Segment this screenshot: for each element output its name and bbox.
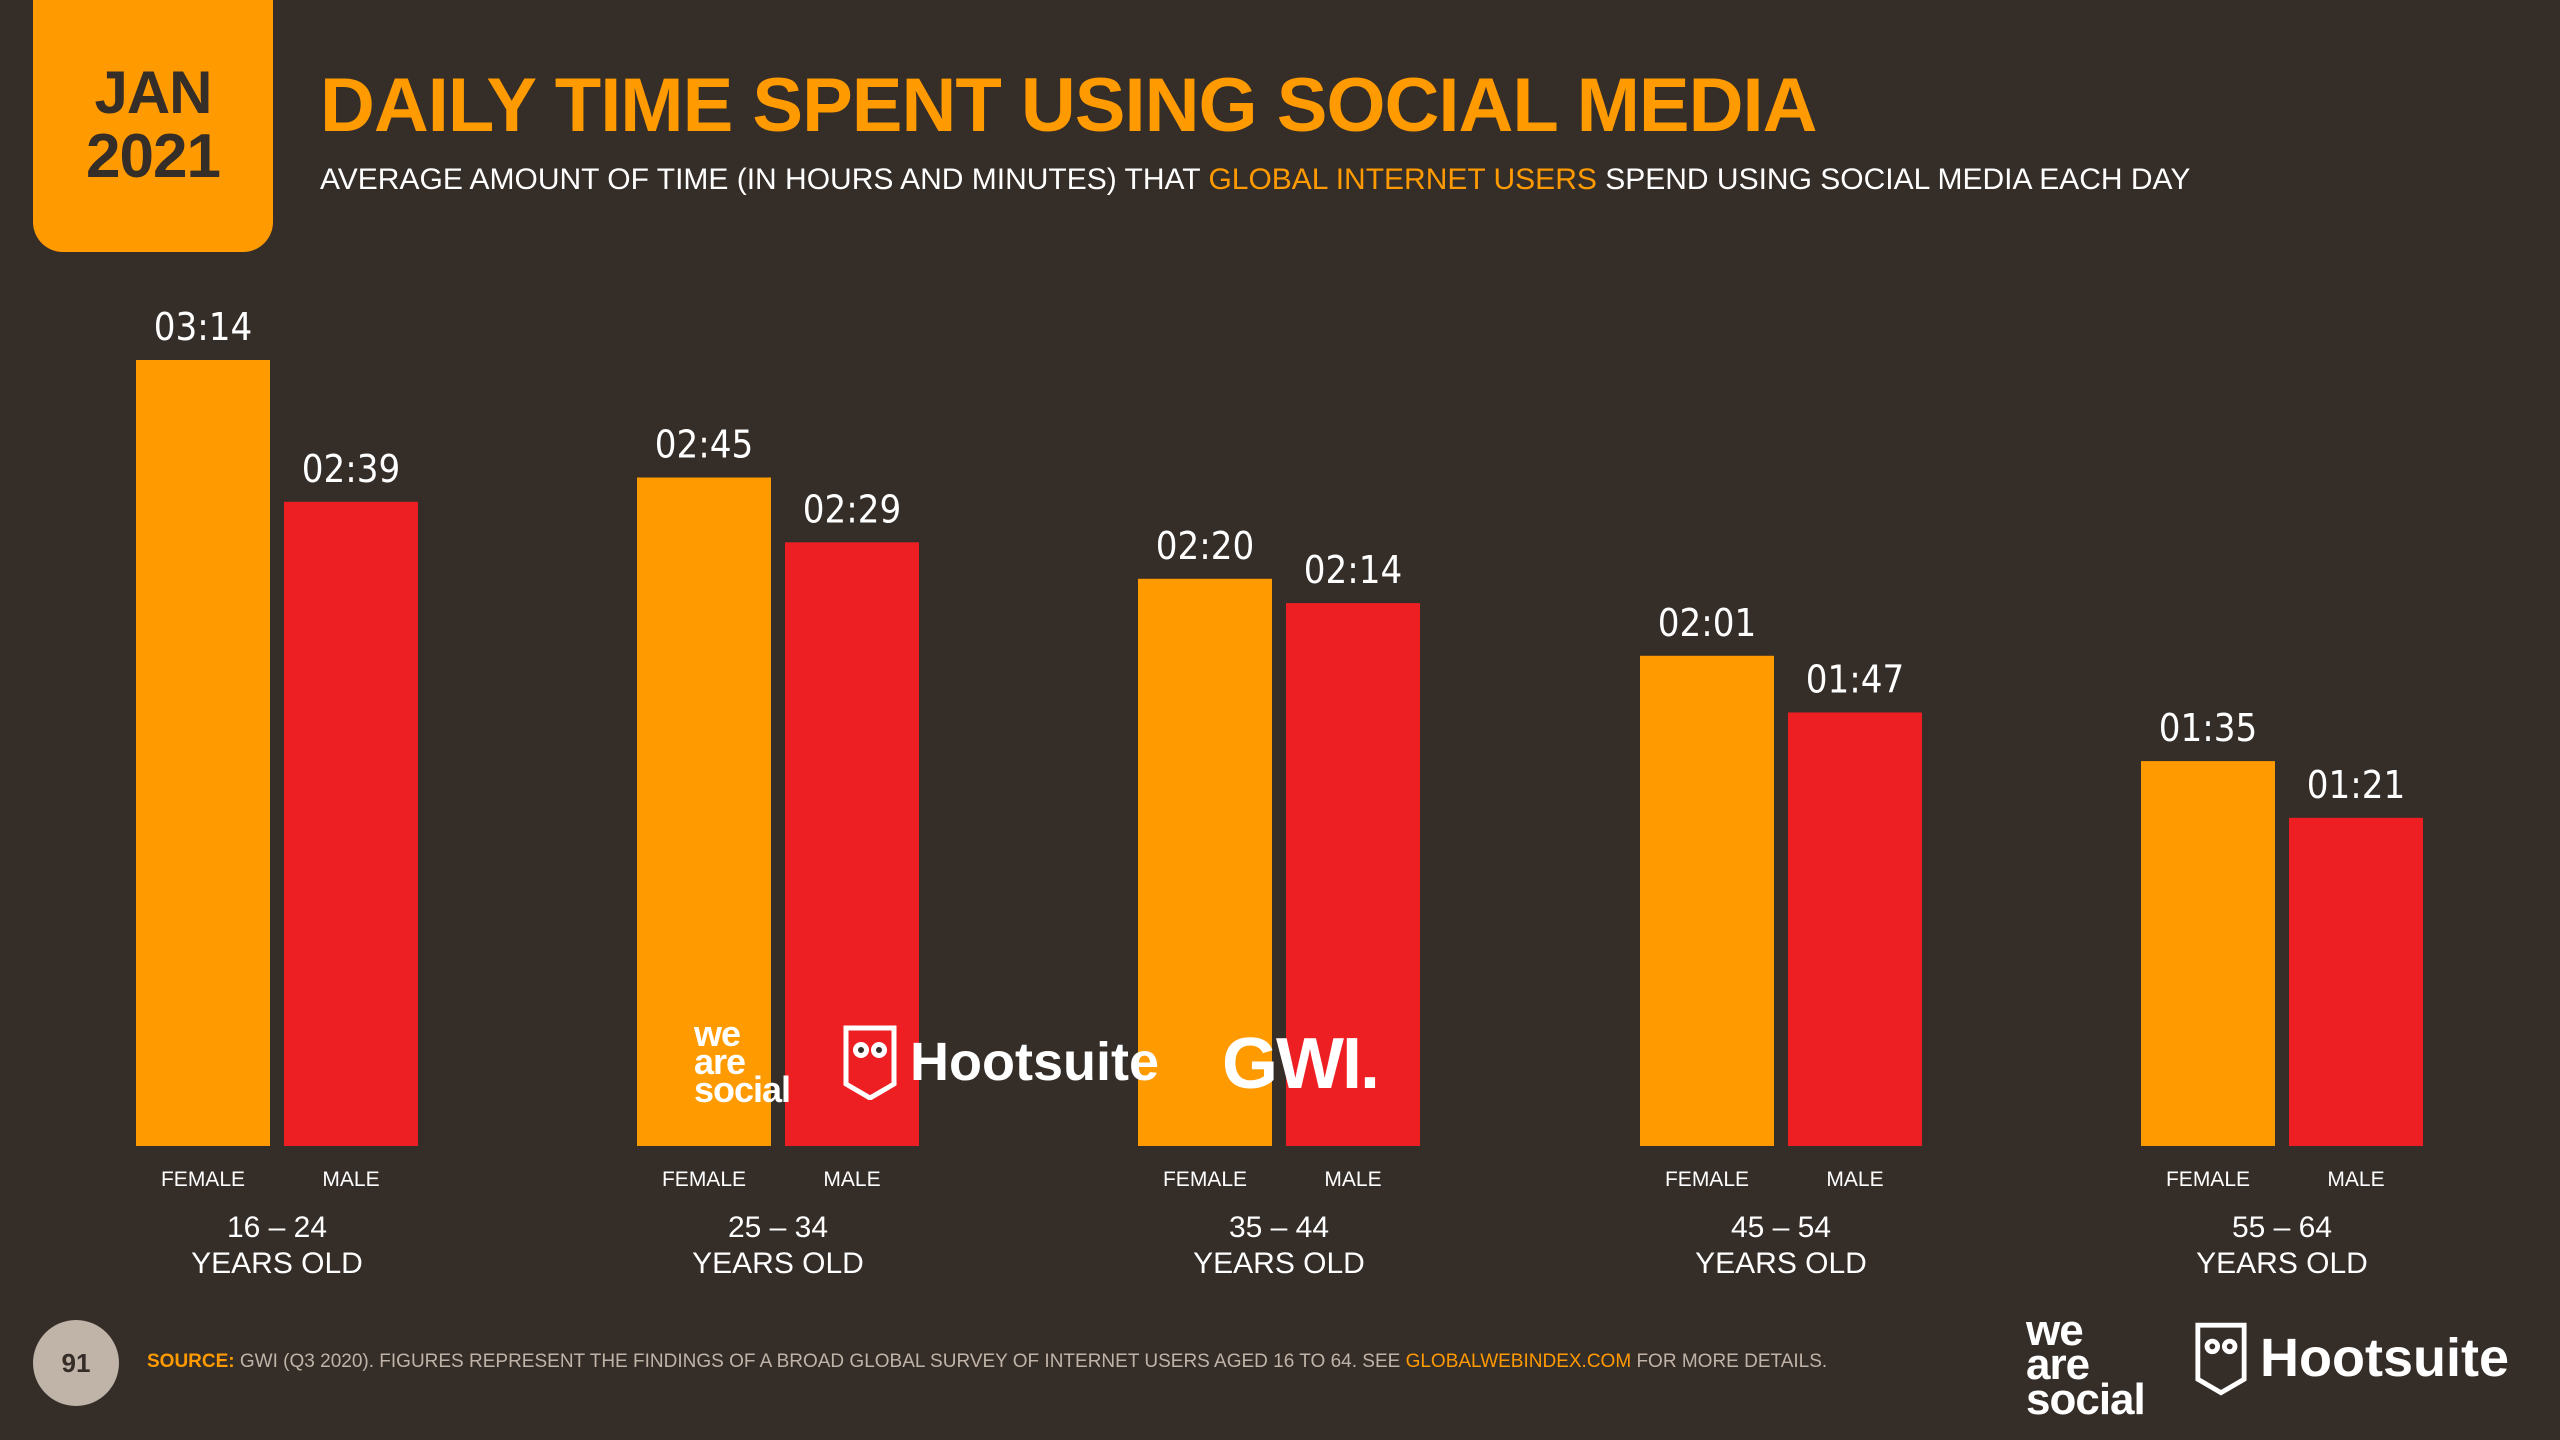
bar-male	[1286, 603, 1420, 1146]
category-suffix: YEARS OLD	[692, 1247, 864, 1280]
category-suffix: YEARS OLD	[1193, 1247, 1365, 1280]
page-number: 91	[33, 1320, 119, 1406]
badge-month: JAN	[94, 59, 212, 126]
subtitle-highlight: GLOBAL INTERNET USERS	[1208, 163, 1597, 196]
bar-male	[284, 501, 418, 1146]
data-label: 03:14	[154, 305, 253, 349]
category-suffix: YEARS OLD	[1695, 1247, 1867, 1280]
data-label: 02:01	[1658, 601, 1757, 645]
source-link[interactable]: GLOBALWEBINDEX.COM	[1405, 1351, 1632, 1372]
series-label: FEMALE	[1163, 1168, 1247, 1191]
hootsuite-wordmark: Hootsuite	[910, 1032, 1159, 1092]
series-label: FEMALE	[662, 1168, 746, 1191]
was-line: are	[694, 1041, 746, 1083]
bar-male	[2289, 817, 2423, 1146]
bar-female	[1138, 578, 1272, 1146]
source-label: SOURCE:	[147, 1351, 235, 1372]
category-suffix: YEARS OLD	[2196, 1247, 2368, 1280]
hootsuite-wordmark: Hootsuite	[2260, 1328, 2509, 1388]
bar-female	[1640, 655, 1774, 1146]
category-label: 16 – 24	[227, 1211, 327, 1244]
was-line: we	[694, 1013, 741, 1054]
we-are-social-logo: we are social	[2026, 1306, 2146, 1424]
was-line: social	[2026, 1374, 2146, 1424]
bar-female	[637, 477, 771, 1146]
data-label: 01:35	[2159, 706, 2258, 750]
source-text-end: FOR MORE DETAILS.	[1631, 1351, 1828, 1372]
data-label: 02:20	[1156, 524, 1255, 568]
hootsuite-watermark-logo: Hootsuite	[842, 1024, 1159, 1100]
subtitle-post: SPEND USING SOCIAL MEDIA EACH DAY	[1596, 163, 2191, 196]
category-label: 25 – 34	[728, 1211, 828, 1244]
series-label: FEMALE	[2166, 1168, 2250, 1191]
bar-male	[785, 542, 919, 1146]
gwi-watermark-logo: GWI.	[1222, 1024, 1380, 1104]
page-subtitle: AVERAGE AMOUNT OF TIME (IN HOURS AND MIN…	[320, 163, 2190, 197]
category-label: 35 – 44	[1229, 1211, 1329, 1244]
category-suffix: YEARS OLD	[191, 1247, 363, 1280]
was-line: we	[2026, 1306, 2084, 1355]
series-label: MALE	[2327, 1168, 2384, 1191]
data-label: 02:45	[655, 422, 754, 466]
badge-year: 2021	[86, 122, 221, 191]
source-note: SOURCE: GWI (Q3 2020). FIGURES REPRESENT…	[147, 1351, 1827, 1373]
series-label: MALE	[1324, 1168, 1381, 1191]
data-label: 01:47	[1806, 657, 1905, 701]
was-line: social	[694, 1069, 791, 1111]
data-label: 02:29	[803, 487, 902, 531]
series-label: MALE	[823, 1168, 880, 1191]
bar-male	[1788, 712, 1922, 1146]
series-label: MALE	[322, 1168, 379, 1191]
owl-icon	[843, 1025, 897, 1100]
series-label: MALE	[1826, 1168, 1883, 1191]
was-line: are	[2026, 1340, 2090, 1390]
bar-female	[136, 360, 270, 1146]
series-label: FEMALE	[161, 1168, 245, 1191]
date-badge: JAN 2021	[33, 0, 273, 252]
data-label: 02:39	[302, 447, 401, 491]
source-text: GWI (Q3 2020). FIGURES REPRESENT THE FIN…	[234, 1351, 1406, 1372]
page-title: DAILY TIME SPENT USING SOCIAL MEDIA	[320, 63, 1817, 148]
series-label: FEMALE	[1665, 1168, 1749, 1191]
we-are-social-watermark-logo: we are social	[694, 1013, 791, 1111]
bar-female	[2141, 761, 2275, 1146]
hootsuite-logo: Hootsuite	[2194, 1320, 2509, 1396]
data-label: 02:14	[1304, 548, 1403, 592]
category-label: 55 – 64	[2232, 1211, 2332, 1244]
owl-icon	[2195, 1322, 2247, 1396]
data-label: 01:21	[2307, 763, 2406, 807]
category-label: 45 – 54	[1731, 1211, 1831, 1244]
subtitle-pre: AVERAGE AMOUNT OF TIME (IN HOURS AND MIN…	[320, 163, 1209, 196]
